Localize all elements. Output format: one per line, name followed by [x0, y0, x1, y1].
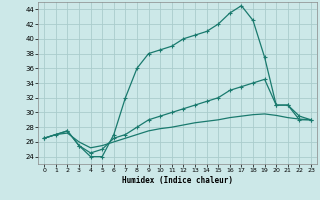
X-axis label: Humidex (Indice chaleur): Humidex (Indice chaleur) — [122, 176, 233, 185]
